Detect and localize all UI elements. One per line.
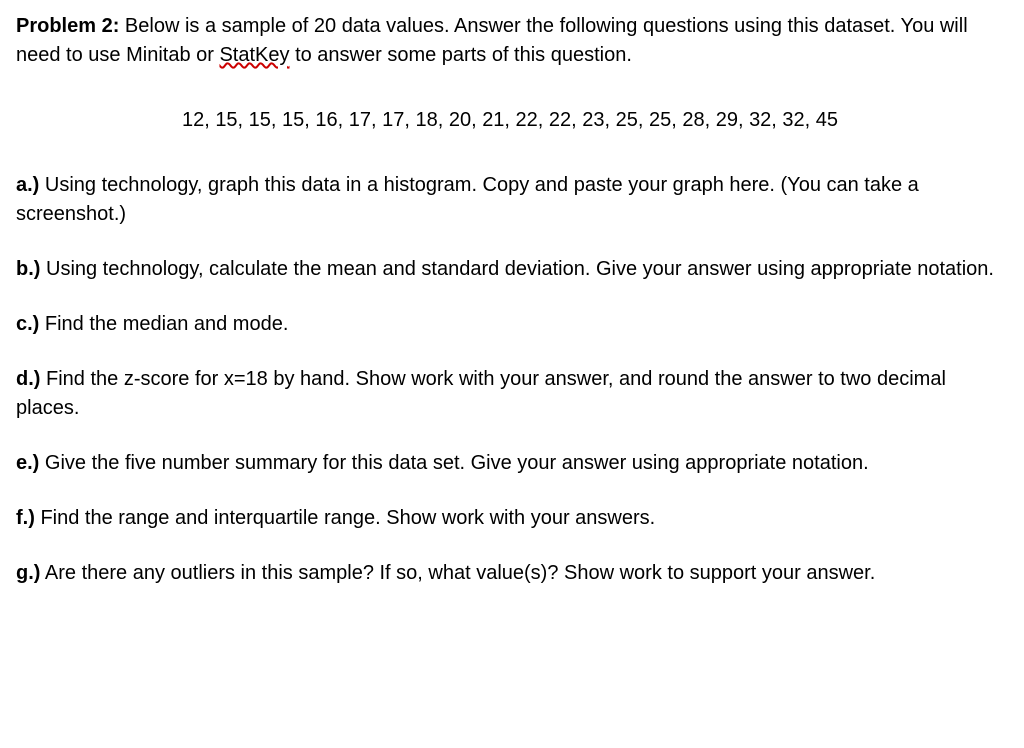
question-b: b.) Using technology, calculate the mean…: [16, 255, 1004, 284]
statkey-word: StatKey: [219, 44, 289, 66]
question-g: g.) Are there any outliers in this sampl…: [16, 559, 1004, 588]
question-e: e.) Give the five number summary for thi…: [16, 449, 1004, 478]
question-c-text: Find the median and mode.: [39, 313, 288, 335]
question-f: f.) Find the range and interquartile ran…: [16, 504, 1004, 533]
question-a-label: a.): [16, 174, 39, 196]
problem-label: Problem 2:: [16, 15, 119, 37]
intro-text-2: to answer some parts of this question.: [290, 44, 632, 66]
question-c: c.) Find the median and mode.: [16, 310, 1004, 339]
question-d-label: d.): [16, 368, 40, 390]
question-f-label: f.): [16, 507, 35, 529]
question-a-text: Using technology, graph this data in a h…: [16, 174, 919, 225]
question-f-text: Find the range and interquartile range. …: [35, 507, 655, 529]
question-c-label: c.): [16, 313, 39, 335]
question-d-text: Find the z-score for x=18 by hand. Show …: [16, 368, 946, 419]
question-e-text: Give the five number summary for this da…: [39, 452, 868, 474]
question-g-label: g.): [16, 562, 40, 584]
dataset-values: 12, 15, 15, 15, 16, 17, 17, 18, 20, 21, …: [16, 106, 1004, 135]
question-d: d.) Find the z-score for x=18 by hand. S…: [16, 365, 1004, 423]
question-a: a.) Using technology, graph this data in…: [16, 171, 1004, 229]
question-e-label: e.): [16, 452, 39, 474]
problem-intro: Problem 2: Below is a sample of 20 data …: [16, 12, 1004, 70]
question-b-label: b.): [16, 258, 40, 280]
question-b-text: Using technology, calculate the mean and…: [40, 258, 994, 280]
question-g-text: Are there any outliers in this sample? I…: [40, 562, 875, 584]
